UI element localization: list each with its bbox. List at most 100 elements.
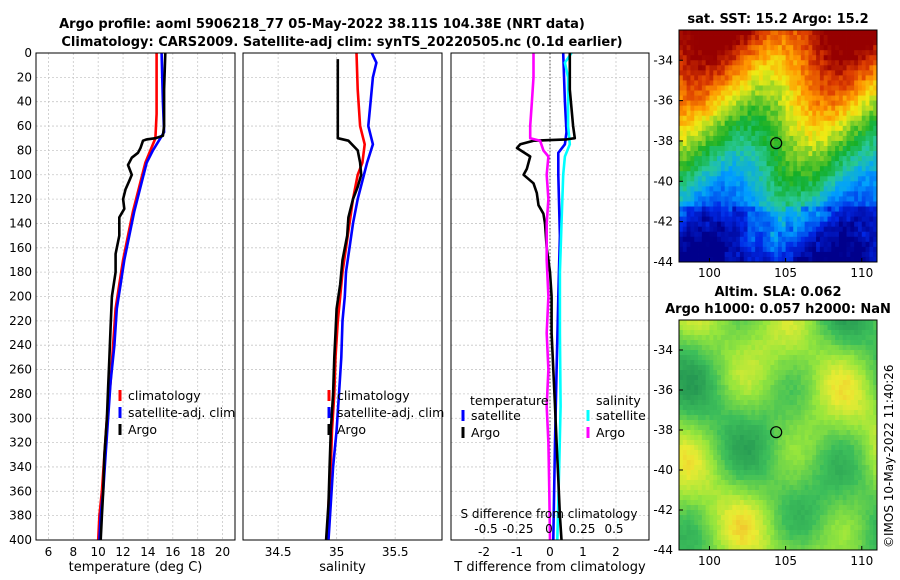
map-cell: [873, 120, 878, 127]
map-cell: [762, 545, 767, 551]
map-cell: [816, 385, 821, 391]
map-cell: [679, 475, 684, 481]
map-cell: [770, 161, 775, 167]
map-cell: [682, 510, 688, 516]
map-cell: [812, 216, 817, 223]
map-cell: [835, 70, 840, 76]
map-cell: [823, 181, 828, 187]
map-cell: [865, 251, 870, 258]
map-cell: [823, 370, 828, 376]
map-cell: [766, 206, 771, 212]
map-cell: [846, 115, 851, 122]
map-cell: [698, 390, 703, 396]
map-cell: [781, 395, 787, 401]
map-cell: [793, 460, 798, 466]
map-cell: [869, 246, 874, 253]
map-cell: [827, 510, 832, 516]
map-cell: [701, 545, 707, 551]
map-cell: [819, 55, 825, 61]
map-cell: [800, 35, 806, 41]
map-cell: [778, 55, 783, 61]
map-cell: [846, 340, 851, 346]
map-cell: [812, 435, 817, 441]
map-cell: [774, 350, 779, 356]
map-cell: [686, 540, 691, 546]
map-cell: [789, 450, 794, 456]
map-cell: [713, 440, 718, 446]
map-cell: [705, 430, 710, 436]
map-cell: [766, 105, 771, 112]
map-cell: [682, 80, 688, 86]
map-cell: [774, 251, 779, 258]
map-cell: [808, 65, 813, 71]
map-cell: [857, 50, 863, 56]
map-cell: [743, 330, 748, 336]
map-cell: [857, 75, 863, 81]
map-cell: [831, 125, 836, 132]
map-cell: [781, 350, 787, 356]
map-cell: [770, 226, 775, 233]
map-cell: [869, 146, 874, 152]
map-cell: [705, 151, 710, 157]
map-cell: [747, 201, 752, 207]
map-cell: [857, 360, 863, 366]
map-cell: [846, 166, 851, 172]
map-cell: [835, 340, 840, 346]
map-cell: [758, 120, 764, 127]
map-cell: [869, 425, 874, 431]
map-cell: [758, 475, 764, 481]
map-cell: [717, 490, 722, 496]
map-cell: [842, 100, 847, 107]
map-cell: [808, 75, 813, 81]
map-cell: [812, 470, 817, 476]
map-cell: [701, 75, 707, 81]
map-cell: [755, 90, 760, 96]
map-cell: [873, 510, 878, 516]
map-cell: [758, 510, 764, 516]
map-cell: [736, 490, 741, 496]
map-cell: [850, 90, 855, 96]
map-cell: [694, 90, 699, 96]
map-cell: [850, 221, 855, 228]
map-cell: [739, 395, 745, 401]
map-cell: [781, 470, 787, 476]
map-cell: [717, 176, 722, 182]
map-cell: [865, 360, 870, 366]
map-cell: [751, 135, 756, 142]
map-cell: [705, 65, 710, 71]
map-cell: [774, 35, 779, 41]
map-cell: [774, 166, 779, 172]
map-cell: [724, 400, 729, 406]
map-cell: [789, 196, 794, 202]
map-cell: [705, 355, 710, 361]
map-cell: [724, 120, 729, 127]
map-cell: [789, 166, 794, 172]
map-cell: [846, 55, 851, 61]
map-cell: [770, 405, 775, 411]
map-cell: [823, 490, 828, 496]
map-cell: [785, 480, 790, 486]
map-cell: [736, 340, 741, 346]
map-cell: [789, 115, 794, 122]
map-cell: [758, 525, 764, 531]
map-cell: [808, 345, 813, 351]
map-cell: [800, 405, 806, 411]
map-cell: [770, 545, 775, 551]
map-cell: [770, 60, 775, 66]
map-cell: [823, 485, 828, 491]
map-cell: [804, 415, 809, 421]
map-cell: [778, 110, 783, 117]
map-cell: [865, 70, 870, 76]
map-cell: [701, 435, 707, 441]
map-cell: [869, 256, 874, 263]
map-cell: [857, 186, 863, 192]
map-cell: [751, 480, 756, 486]
map-cell: [747, 105, 752, 112]
map-cell: [732, 415, 737, 421]
map-cell: [694, 171, 699, 177]
map-cell: [743, 320, 748, 326]
map-cell: [831, 120, 836, 127]
map-cell: [800, 196, 806, 202]
map-cell: [873, 196, 878, 202]
map-cell: [679, 70, 684, 76]
